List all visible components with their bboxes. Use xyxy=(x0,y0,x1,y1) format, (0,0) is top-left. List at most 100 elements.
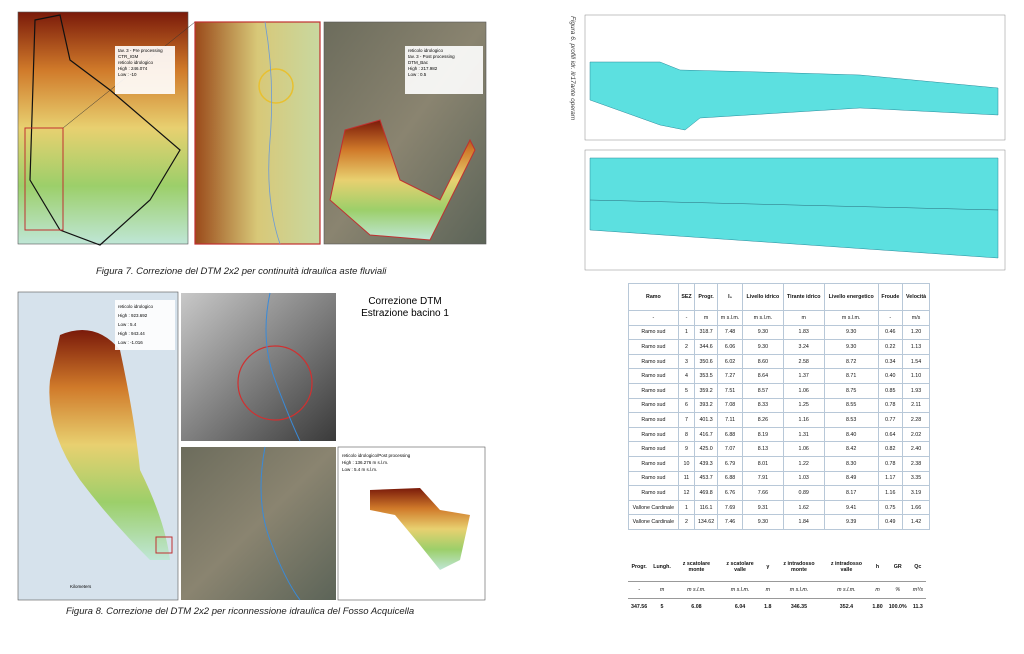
cell: 7.51 xyxy=(716,382,744,399)
unit-cell: m/s xyxy=(902,310,930,326)
data-row: Ramo sud 6 393.2 7.08 8.33 1.25 8.55 0.78 2.11 xyxy=(628,397,930,414)
cell: 8.42 xyxy=(823,441,879,457)
cell: 7.69 xyxy=(716,499,744,516)
legend: reticolo idrologico tav. 3 - Post proces… xyxy=(408,48,455,78)
cell: 0.75 xyxy=(877,499,904,516)
table: Ramo SEZ Progr. I₀ Livello idrico Tirante idr… xyxy=(628,283,930,530)
cell: 2.28 xyxy=(902,412,930,428)
header-cell: h xyxy=(869,553,886,582)
legend-item: Low : 5.4 m s.l.m. xyxy=(342,467,378,472)
cell: 8.40 xyxy=(823,426,879,443)
cell: 9 xyxy=(677,441,696,457)
cell: 7 xyxy=(677,412,696,428)
legend-item: High : 136.276 m s.l.m. xyxy=(342,460,389,465)
cell: 100.0% xyxy=(888,604,907,610)
header-cell: Velocità xyxy=(902,283,930,311)
unit-cell: m s.l.m. xyxy=(742,310,784,326)
cell: 9.31 xyxy=(742,499,784,516)
cell: 1.8 xyxy=(764,604,772,610)
cell: Ramo sud xyxy=(628,324,679,341)
basin xyxy=(329,119,476,241)
map-panel xyxy=(181,447,336,600)
cell: Ramo sud xyxy=(628,470,679,487)
unit-cell: - xyxy=(677,310,696,326)
cell: 6.76 xyxy=(716,485,744,501)
cell: 5 xyxy=(660,604,664,610)
cell: Ramo sud xyxy=(628,397,679,414)
cell: 8.60 xyxy=(742,353,784,370)
header-cell: Froude xyxy=(877,283,904,311)
cell: 6.06 xyxy=(716,339,744,355)
cell: 8.01 xyxy=(742,455,784,472)
cell: 7.48 xyxy=(716,324,744,341)
cell: 8.75 xyxy=(823,382,879,399)
cell: 6 xyxy=(677,397,696,414)
cell: 1.62 xyxy=(782,499,825,516)
header-cell: z intradosso valle xyxy=(823,553,870,582)
cell: 359.2 xyxy=(694,382,718,399)
unit-cell: m s.l.m. xyxy=(673,581,720,599)
legend-item: CTR_IGM xyxy=(118,54,139,59)
cell: 4 xyxy=(677,368,696,384)
basin-outline xyxy=(29,14,181,246)
cell: 353.5 xyxy=(694,368,718,384)
cell: 12 xyxy=(677,485,696,501)
cell: 1.83 xyxy=(782,324,825,341)
legend-box xyxy=(405,46,483,94)
cell: 0.40 xyxy=(877,368,904,384)
cell: 1 xyxy=(677,324,696,341)
data-row: Ramo sud 10 439.3 6.79 8.01 1.22 8.30 0.78 2.38 xyxy=(628,455,930,472)
cell: 0.22 xyxy=(877,339,904,355)
cell: 346.35 xyxy=(790,604,808,610)
cell: 1.42 xyxy=(902,514,930,530)
cell: 347.56 xyxy=(631,604,648,610)
header-cell: z intradosso monte xyxy=(774,553,824,582)
header-cell: z scatolare valle xyxy=(719,553,762,582)
header-cell: Qc xyxy=(909,553,926,582)
cell: 2.40 xyxy=(902,441,930,457)
legend-item: reticolo idrologico xyxy=(118,60,154,65)
cell: Ramo sud xyxy=(628,412,679,428)
data-row: Vallone Cardinale 2 134.62 7.46 9.30 1.84 9.39… xyxy=(628,514,930,530)
cell: 8.26 xyxy=(742,412,784,428)
data-row: 347.56 5 6.08 6.04 1.8 346.35 352.4 1.80 100.0% 1… xyxy=(628,599,926,616)
legend-item: High : 217.982 xyxy=(408,66,438,71)
cell: 0.77 xyxy=(877,412,904,428)
cell: Ramo sud xyxy=(628,426,679,443)
legend-item: reticolo idrologico xyxy=(118,304,154,309)
cell: 9.30 xyxy=(742,514,784,530)
unit-cell: % xyxy=(885,581,910,599)
data-row: Ramo sud 2 344.6 6.06 9.30 3.24 9.30 0.22 1.13 xyxy=(628,339,930,355)
cell: 0.78 xyxy=(877,397,904,414)
cell: 2.02 xyxy=(902,426,930,443)
cell: 1.37 xyxy=(782,368,825,384)
cell: 0.85 xyxy=(877,382,904,399)
cell: 1.13 xyxy=(902,339,930,355)
cell: 3.19 xyxy=(902,485,930,501)
caption: Figura 8. Correzione del DTM 2x2 per ric… xyxy=(66,606,415,617)
legend-box xyxy=(115,300,175,350)
header-cell: Ramo xyxy=(628,283,679,311)
zoom-box xyxy=(155,536,173,554)
cell: Ramo sud xyxy=(628,382,679,399)
data-row: Ramo sud 5 359.2 7.51 8.57 1.06 8.75 0.85 1.93 xyxy=(628,382,930,399)
data-row: Vallone Cardinale 1 116.1 7.69 9.31 1.62 9.41 0… xyxy=(628,499,930,516)
cell: 350.6 xyxy=(694,353,718,370)
cell: 2 xyxy=(677,514,696,530)
header-row: Progr. Lungh. z scatolare monte z scatolare… xyxy=(628,553,926,582)
river xyxy=(264,21,281,245)
cell: 6.79 xyxy=(716,455,744,472)
legend-item: Low : 5.4 xyxy=(118,322,137,327)
cell: 8 xyxy=(677,426,696,443)
legend-item: Low : -1.016 xyxy=(118,340,143,345)
cell: 6.08 xyxy=(691,604,702,610)
highlight-circle xyxy=(237,345,313,421)
legend: reticolo idrologico/Post processing High… xyxy=(342,452,410,473)
cell: 1.66 xyxy=(902,499,930,516)
cell: 8.72 xyxy=(823,353,879,370)
cell: 6.88 xyxy=(716,470,744,487)
legend-item: DTM_Bac xyxy=(408,60,429,65)
cell: 416.7 xyxy=(694,426,718,443)
